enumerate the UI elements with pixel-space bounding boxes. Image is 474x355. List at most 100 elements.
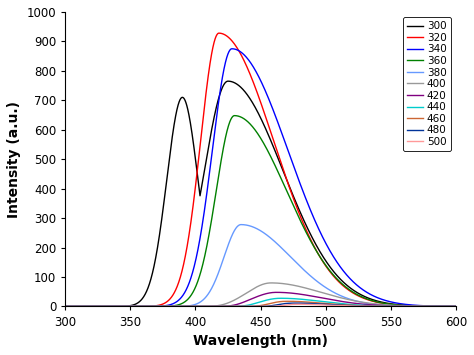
500 <box>229 304 235 308</box>
400 <box>453 304 459 308</box>
320 <box>216 31 222 35</box>
340 <box>62 304 68 308</box>
320 <box>446 304 451 308</box>
380 <box>130 304 136 308</box>
400 <box>130 304 136 308</box>
480 <box>446 304 451 308</box>
300 <box>453 304 459 308</box>
Line: 400: 400 <box>65 283 456 306</box>
320 <box>453 304 459 308</box>
400 <box>403 304 409 308</box>
500 <box>212 304 218 308</box>
480 <box>212 304 218 308</box>
360 <box>212 197 218 201</box>
360 <box>446 304 451 308</box>
300 <box>225 79 231 83</box>
420 <box>446 304 451 308</box>
460 <box>229 304 235 308</box>
300 <box>130 303 136 307</box>
480 <box>62 304 68 308</box>
500 <box>130 304 136 308</box>
460 <box>446 304 451 308</box>
400 <box>212 304 218 308</box>
500 <box>403 304 409 308</box>
Y-axis label: Intensity (a.u.): Intensity (a.u.) <box>7 101 21 218</box>
380 <box>403 304 409 308</box>
460 <box>453 304 459 308</box>
300 <box>212 111 218 115</box>
420 <box>453 304 459 308</box>
Line: 440: 440 <box>65 298 456 306</box>
460 <box>107 304 112 308</box>
380 <box>107 304 112 308</box>
440 <box>453 304 459 308</box>
Line: 460: 460 <box>65 301 456 306</box>
360 <box>453 304 459 308</box>
460 <box>212 304 218 308</box>
Line: 360: 360 <box>65 116 456 306</box>
480 <box>453 304 459 308</box>
Line: 480: 480 <box>65 303 456 306</box>
380 <box>238 223 244 227</box>
420 <box>107 304 112 308</box>
380 <box>453 304 459 308</box>
320 <box>212 37 218 41</box>
Line: 320: 320 <box>65 33 456 306</box>
400 <box>268 281 274 285</box>
440 <box>62 304 68 308</box>
480 <box>229 304 235 308</box>
340 <box>453 304 459 308</box>
500 <box>446 304 451 308</box>
400 <box>62 304 68 308</box>
420 <box>403 304 409 308</box>
460 <box>403 304 409 308</box>
340 <box>130 304 136 308</box>
340 <box>229 47 235 51</box>
480 <box>107 304 112 308</box>
440 <box>403 304 409 308</box>
300 <box>62 304 68 308</box>
X-axis label: Wavelength (nm): Wavelength (nm) <box>193 334 328 348</box>
Line: 500: 500 <box>65 304 456 306</box>
320 <box>403 304 409 308</box>
480 <box>403 304 409 308</box>
320 <box>130 304 136 308</box>
360 <box>107 304 112 308</box>
420 <box>229 304 235 308</box>
440 <box>107 304 112 308</box>
320 <box>107 304 112 308</box>
380 <box>229 233 235 237</box>
440 <box>212 304 218 308</box>
500 <box>298 302 303 306</box>
440 <box>446 304 451 308</box>
Legend: 300, 320, 340, 360, 380, 400, 420, 440, 460, 480, 500: 300, 320, 340, 360, 380, 400, 420, 440, … <box>403 17 451 151</box>
440 <box>130 304 136 308</box>
340 <box>229 47 235 51</box>
460 <box>62 304 68 308</box>
380 <box>62 304 68 308</box>
360 <box>62 304 68 308</box>
380 <box>212 279 218 284</box>
420 <box>130 304 136 308</box>
300 <box>107 304 112 308</box>
500 <box>453 304 459 308</box>
340 <box>107 304 112 308</box>
500 <box>62 304 68 308</box>
440 <box>279 296 284 300</box>
360 <box>130 304 136 308</box>
480 <box>130 304 136 308</box>
340 <box>403 302 409 307</box>
300 <box>229 80 235 84</box>
340 <box>212 127 218 131</box>
420 <box>274 290 280 295</box>
400 <box>107 304 112 308</box>
480 <box>293 301 299 305</box>
440 <box>229 304 235 308</box>
Line: 300: 300 <box>65 81 456 306</box>
360 <box>403 304 409 308</box>
380 <box>446 304 451 308</box>
Line: 340: 340 <box>65 49 456 306</box>
400 <box>229 299 235 304</box>
Line: 380: 380 <box>65 225 456 306</box>
360 <box>229 115 235 120</box>
